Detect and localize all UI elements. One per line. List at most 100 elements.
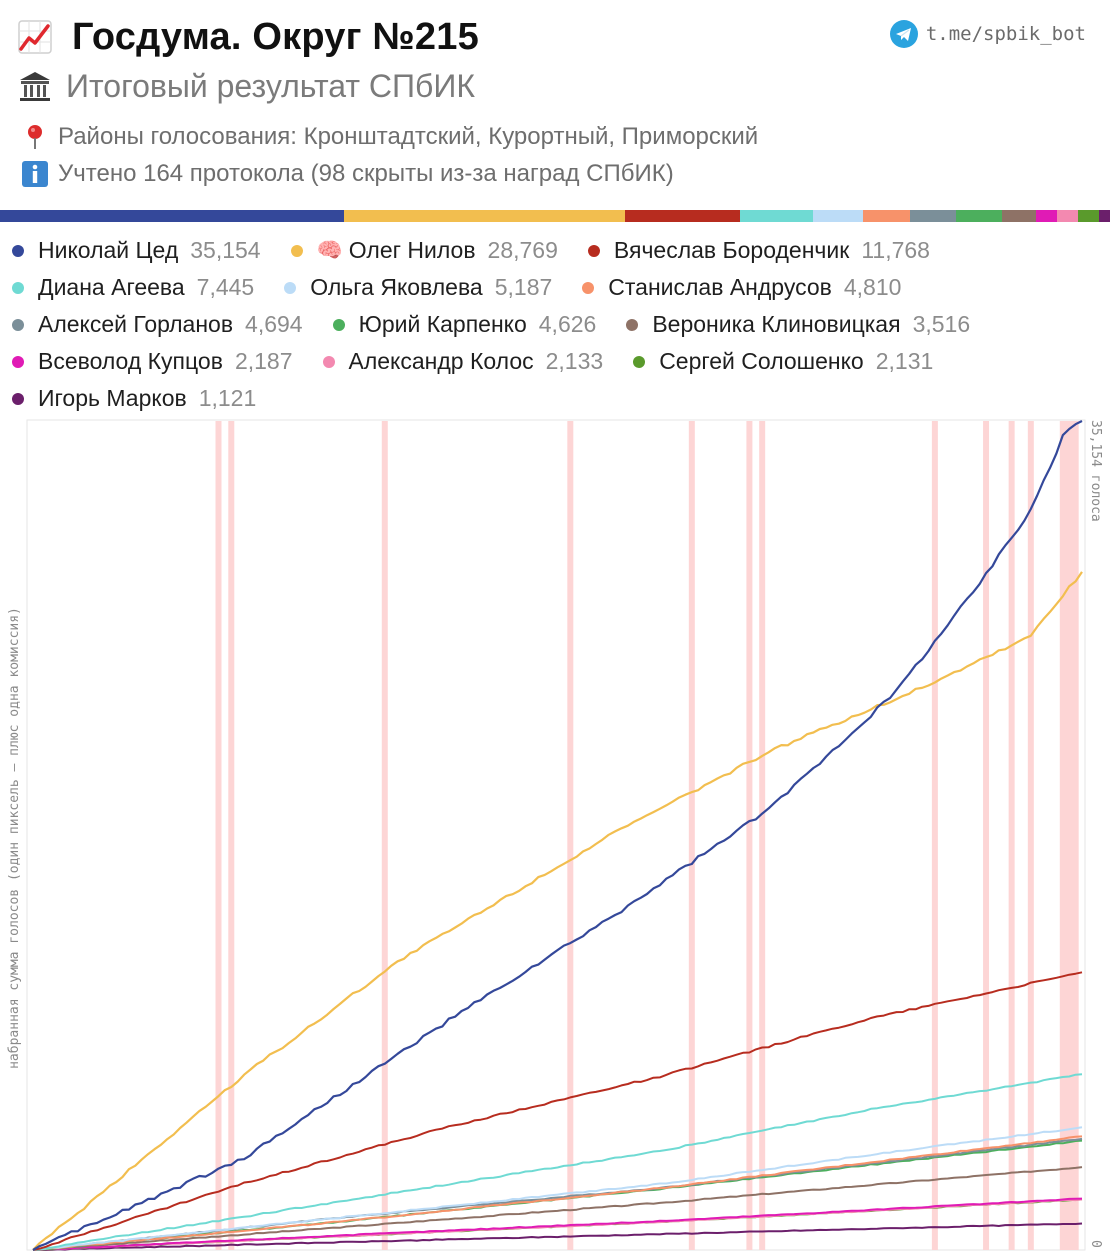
legend-row: Диана Агеева 7,445 Ольга Яковлева 5,187 Ст… bbox=[12, 269, 1102, 306]
legend-name: Ольга Яковлева bbox=[310, 274, 483, 300]
legend: Николай Цед 35,154 🧠 Олег Нилов 28,769 Вяче… bbox=[12, 232, 1102, 417]
telegram-icon bbox=[889, 20, 918, 48]
subtitle-row: Итоговый результат СПбИК bbox=[18, 64, 475, 108]
legend-dot bbox=[587, 244, 600, 257]
legend-dot bbox=[626, 318, 639, 331]
legend-item-yakovleva: Ольга Яковлева 5,187 bbox=[284, 274, 552, 301]
legend-votes: 2,131 bbox=[875, 348, 934, 374]
title-row: Госдума. Округ №215 bbox=[18, 12, 479, 62]
round-pushpin-icon bbox=[28, 125, 42, 149]
right-bottom-label: 0 bbox=[1088, 1240, 1103, 1248]
legend-item-karpenko: Юрий Карпенко 4,626 bbox=[332, 311, 597, 338]
legend-dot bbox=[12, 318, 24, 331]
hidden-protocol-band bbox=[746, 421, 753, 1250]
legend-item-tsed: Николай Цед 35,154 bbox=[12, 237, 261, 264]
legend-votes: 2,187 bbox=[234, 348, 293, 374]
legend-votes: 2,133 bbox=[545, 348, 604, 374]
hidden-protocol-band bbox=[567, 421, 574, 1250]
legend-votes: 4,626 bbox=[538, 311, 597, 337]
legend-name: Александр Колос bbox=[348, 348, 534, 374]
legend-votes: 5,187 bbox=[494, 274, 553, 300]
legend-name: Игорь Марков bbox=[38, 385, 187, 411]
legend-item-nilov: 🧠 Олег Нилов 28,769 bbox=[290, 237, 558, 264]
legend-name: Олег Нилов bbox=[348, 237, 476, 263]
share-segment bbox=[0, 210, 344, 222]
districts-row: Районы голосования: Кронштадтский, Курор… bbox=[22, 120, 758, 154]
classical-building-icon bbox=[20, 72, 50, 101]
legend-name: Станислав Андрусов bbox=[608, 274, 832, 300]
hidden-protocol-band bbox=[215, 421, 222, 1250]
hidden-protocol-band bbox=[1027, 421, 1034, 1250]
legend-votes: 11,768 bbox=[861, 237, 930, 263]
legend-row: Николай Цед 35,154 🧠 Олег Нилов 28,769 Вяче… bbox=[12, 232, 1102, 269]
hidden-protocol-band bbox=[983, 421, 990, 1250]
share-segment bbox=[343, 210, 625, 222]
legend-dot bbox=[633, 355, 646, 368]
legend-item-ageeva: Диана Агеева 7,445 bbox=[12, 274, 254, 301]
series-lines bbox=[32, 420, 1083, 1251]
legend-item-kolos: Александр Колос 2,133 bbox=[322, 348, 604, 375]
series-line bbox=[32, 420, 1083, 1251]
page-title: Госдума. Округ №215 bbox=[72, 15, 479, 58]
hidden-protocol-band bbox=[759, 421, 766, 1250]
share-segment bbox=[863, 210, 911, 222]
hidden-protocol-band bbox=[381, 421, 388, 1250]
share-segment bbox=[956, 210, 1002, 222]
series-line bbox=[32, 1135, 1083, 1251]
vote-share-bar bbox=[0, 210, 1110, 222]
legend-item-kuptsov: Всеволод Купцов 2,187 bbox=[12, 348, 293, 375]
telegram-link[interactable]: t.me/spbik_bot bbox=[889, 20, 1086, 48]
legend-item-soloshenko: Сергей Солошенко 2,131 bbox=[633, 348, 933, 375]
legend-votes: 28,769 bbox=[487, 237, 558, 263]
information-icon bbox=[22, 161, 48, 187]
share-segment bbox=[1035, 210, 1058, 222]
share-segment bbox=[812, 210, 864, 222]
legend-votes: 1,121 bbox=[198, 385, 257, 411]
share-segment bbox=[739, 210, 813, 222]
legend-row: Алексей Горланов 4,694 Юрий Карпенко 4,626… bbox=[12, 306, 1102, 343]
series-line bbox=[32, 971, 1083, 1251]
series-line bbox=[32, 1222, 1083, 1251]
hidden-protocol-band bbox=[688, 421, 695, 1250]
protocols-text: Учтено 164 протокола (98 скрыты из-за на… bbox=[58, 160, 674, 187]
legend-dot bbox=[12, 355, 24, 368]
chart-svg: набранная сумма голосов (один пиксель – … bbox=[7, 419, 1103, 1251]
legend-dot bbox=[322, 355, 335, 368]
chart-increasing-icon bbox=[18, 20, 52, 54]
legend-votes: 4,694 bbox=[245, 311, 303, 337]
legend-item-borodenchik: Вячеслав Бороденчик 11,768 bbox=[587, 237, 930, 264]
series-line bbox=[32, 571, 1083, 1251]
brain-icon: 🧠 bbox=[316, 238, 343, 262]
telegram-text[interactable]: t.me/spbik_bot bbox=[925, 23, 1086, 45]
legend-dot bbox=[290, 244, 303, 257]
legend-item-andrusov: Станислав Андрусов 4,810 bbox=[582, 274, 901, 301]
hidden-protocol-band bbox=[931, 421, 938, 1250]
series-line bbox=[32, 1073, 1083, 1251]
highlight-bands bbox=[215, 421, 1079, 1250]
plot-area bbox=[26, 419, 1086, 1251]
share-segment bbox=[910, 210, 957, 222]
legend-item-markov: Игорь Марков 1,121 bbox=[12, 385, 256, 412]
legend-dot bbox=[12, 281, 24, 294]
legend-dot bbox=[284, 281, 297, 294]
share-segment bbox=[1001, 210, 1036, 222]
share-segment bbox=[1098, 210, 1110, 222]
hidden-protocol-band bbox=[1060, 421, 1079, 1250]
legend-item-klinovitskaya: Вероника Клиновицкая 3,516 bbox=[626, 311, 970, 338]
series-line bbox=[33, 1166, 1083, 1251]
share-segment bbox=[624, 210, 740, 222]
legend-dot bbox=[12, 392, 24, 405]
hidden-protocol-band bbox=[228, 421, 235, 1250]
header: Госдума. Округ №215 Итоговый результат С… bbox=[0, 0, 1110, 210]
legend-dot bbox=[332, 318, 345, 331]
y-axis-label: набранная сумма голосов (один пиксель – … bbox=[7, 607, 22, 1069]
legend-name: Сергей Солошенко bbox=[659, 348, 864, 374]
series-line bbox=[32, 1126, 1083, 1251]
legend-name: Николай Цед bbox=[38, 237, 179, 263]
legend-name: Вячеслав Бороденчик bbox=[613, 237, 850, 263]
legend-votes: 4,810 bbox=[843, 274, 902, 300]
legend-dot bbox=[582, 281, 595, 294]
legend-name: Всеволод Купцов bbox=[38, 348, 223, 374]
legend-dot bbox=[12, 244, 24, 257]
legend-votes: 3,516 bbox=[912, 311, 971, 337]
